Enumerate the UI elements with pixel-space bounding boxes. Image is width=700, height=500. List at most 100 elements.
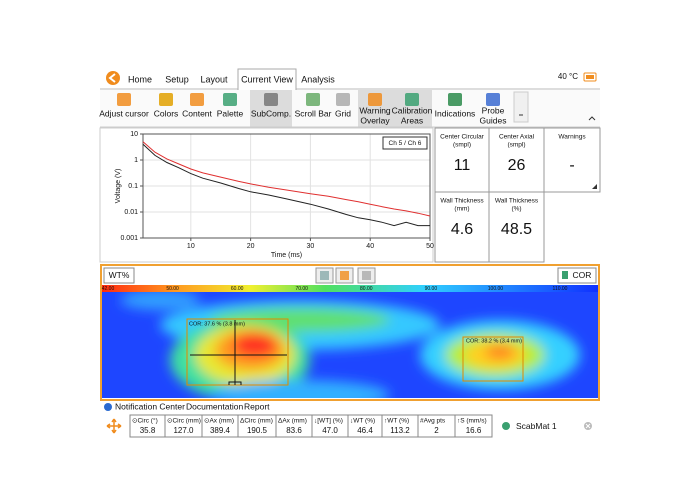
toolbar-button[interactable]: SubComp. xyxy=(251,108,291,118)
corner-marker xyxy=(592,184,597,189)
plot-frame xyxy=(142,133,431,239)
scale-label: 70.00 xyxy=(295,286,308,292)
nav-tab[interactable]: Layout xyxy=(200,74,228,84)
crosshair-icon[interactable] xyxy=(106,418,122,434)
measure-value: 190.5 xyxy=(247,426,268,435)
indicator-label: (smpl) xyxy=(453,142,471,149)
setup-icon xyxy=(502,422,510,430)
measure-cell xyxy=(454,414,493,438)
scale-label: 42.00 xyxy=(102,286,115,292)
nav-tab[interactable]: Current View xyxy=(241,74,293,84)
header-bar xyxy=(100,65,600,89)
indicator-label: Warnings xyxy=(558,134,586,141)
y-tick-label: 1 xyxy=(134,157,138,164)
color-scale xyxy=(102,285,598,292)
heatmap-blob xyxy=(485,345,515,359)
cscan-tool-icon xyxy=(340,271,349,280)
indicator-label: Center Axial xyxy=(499,134,535,141)
measure-header: ΔAx (mm) xyxy=(278,418,307,425)
y-tick-label: 0.001 xyxy=(120,235,138,242)
mode-label[interactable]: WT% xyxy=(109,270,130,280)
signal-line xyxy=(142,143,430,227)
x-axis-label: Time (ms) xyxy=(271,252,302,259)
toolbar-icon xyxy=(159,93,173,106)
measure-header: ΔCirc (mm) xyxy=(240,418,273,425)
indicator-value: 4.6 xyxy=(451,221,473,238)
measure-value: 46.4 xyxy=(357,426,373,435)
cscan-tool-icon xyxy=(362,271,371,280)
channel-box xyxy=(382,136,428,150)
temperature: 40 °C xyxy=(558,72,578,81)
measure-header: ↓WT (%) xyxy=(350,418,375,425)
toolbar-button[interactable]: Grid xyxy=(335,108,351,118)
nav-tab[interactable]: Setup xyxy=(165,74,189,84)
setup-name: ScabMat 1 xyxy=(516,421,557,431)
y-axis-label: Voltage (V) xyxy=(115,169,122,204)
toolbar-icon xyxy=(264,93,278,106)
collapse-toolbar[interactable] xyxy=(588,116,596,121)
toolbar-button[interactable]: Palette xyxy=(217,108,244,118)
toolbar-button[interactable]: Content xyxy=(182,108,212,118)
cursor-box xyxy=(462,336,524,382)
bottom-tab[interactable]: Report xyxy=(244,401,270,411)
measure-value: 2 xyxy=(434,426,439,435)
measure-value: 113.2 xyxy=(390,426,410,435)
x-tick-label: 40 xyxy=(366,243,374,250)
nav-tab[interactable]: Analysis xyxy=(301,74,335,84)
cursor-box xyxy=(186,318,289,386)
channel-label: Ch 5 / Ch 6 xyxy=(389,140,422,147)
measure-header: ↑WT (%) xyxy=(384,418,409,425)
x-tick-label: 20 xyxy=(247,243,255,250)
scale-label: 100.00 xyxy=(488,286,504,292)
toolbar-button[interactable]: Indications xyxy=(435,108,476,118)
measure-header: ⊙Circ (°) xyxy=(132,417,158,425)
mode-select[interactable] xyxy=(103,267,135,284)
bottom-tab[interactable]: Documentation xyxy=(186,401,243,411)
toolbar-button[interactable]: Scroll Bar xyxy=(295,108,332,118)
toolbar-icon xyxy=(223,93,237,106)
measure-value: 127.0 xyxy=(173,426,194,435)
toolbar-button[interactable]: Overlay xyxy=(360,115,390,125)
indicator-label: (%) xyxy=(511,206,521,213)
toolbar-icon xyxy=(117,93,131,106)
cursor-label: COR: 38.2 % (3.4 mm) xyxy=(466,338,522,344)
toolbar-icon xyxy=(448,93,462,106)
nav-tab[interactable]: Home xyxy=(128,74,152,84)
heatmap-blob xyxy=(233,333,277,357)
toolbar-button[interactable]: Guides xyxy=(480,115,507,125)
measure-value: 47.0 xyxy=(322,426,338,435)
indicator-label: (mm) xyxy=(454,206,469,213)
toolbar-button[interactable]: Areas xyxy=(401,115,423,125)
info-icon xyxy=(104,403,112,411)
x-tick-label: 30 xyxy=(307,243,315,250)
bottom-tab[interactable]: Notification Center xyxy=(115,401,185,411)
measure-value: 35.8 xyxy=(140,426,156,435)
back-arrow xyxy=(108,73,116,83)
indicator-value: - xyxy=(569,157,574,174)
toolbar-button[interactable]: Colors xyxy=(154,108,179,118)
scale-label: 110.00 xyxy=(553,286,568,292)
scale-label: 90.00 xyxy=(425,286,438,292)
back-button[interactable] xyxy=(106,71,120,85)
toolbar-button[interactable]: Warning xyxy=(359,105,391,115)
cscan-tool-icon xyxy=(320,271,329,280)
more-dropdown[interactable] xyxy=(513,91,529,123)
toolbar-button[interactable]: Probe xyxy=(482,105,505,115)
cor-label[interactable]: COR xyxy=(573,270,592,280)
toolbar-icon xyxy=(306,93,320,106)
toolbar-icon xyxy=(368,93,382,106)
signal-line xyxy=(142,141,431,217)
scale-label: 60.00 xyxy=(231,286,244,292)
measure-value: 16.6 xyxy=(466,426,482,435)
scale-label: 80.00 xyxy=(360,286,373,292)
toolbar-icon xyxy=(405,93,419,106)
measure-header: ↓[WT] (%) xyxy=(314,418,343,425)
battery-level xyxy=(586,75,594,79)
measure-value: 389.4 xyxy=(210,426,231,435)
indicator-cell xyxy=(488,191,545,263)
indicator-value: 11 xyxy=(454,157,471,174)
toolbar-button[interactable]: Calibration xyxy=(392,105,433,115)
toolbar-button[interactable]: Adjust cursor xyxy=(99,108,149,118)
indicator-label: (smpl) xyxy=(507,142,525,149)
heatmap xyxy=(102,292,598,398)
